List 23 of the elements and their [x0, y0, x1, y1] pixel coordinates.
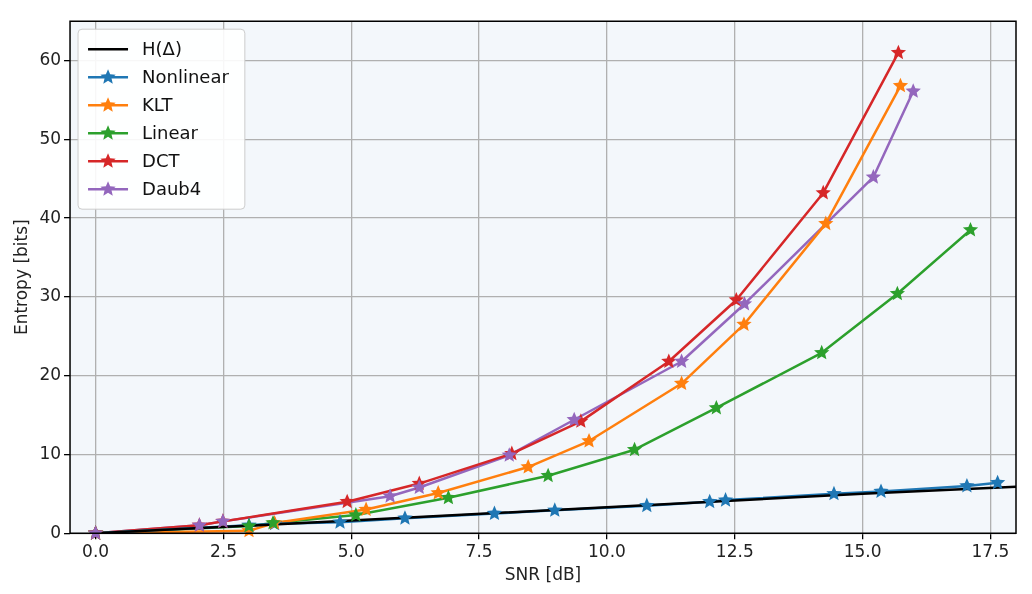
x-tick-label: 15.0	[843, 540, 882, 561]
legend-label: DCT	[142, 149, 181, 171]
x-tick-label: 10.0	[588, 540, 626, 561]
x-tick-label: 7.5	[465, 540, 493, 561]
legend-label: Nonlinear	[142, 65, 230, 87]
y-tick-label: 60	[39, 49, 62, 70]
y-axis-title: Entropy [bits]	[10, 219, 31, 336]
y-tick-label: 40	[39, 206, 62, 227]
x-tick-label: 17.5	[971, 540, 1010, 561]
x-tick-label: 2.5	[209, 540, 237, 561]
y-tick-label: 50	[39, 127, 62, 148]
y-tick-label: 30	[39, 285, 62, 306]
x-tick-label: 12.5	[715, 540, 754, 561]
legend-label: H(Δ)	[142, 37, 182, 59]
x-tick-label: 5.0	[337, 540, 365, 561]
x-axis-title: SNR [dB]	[504, 564, 582, 585]
x-tick-label: 0.0	[82, 540, 110, 561]
y-tick-label: 20	[39, 364, 62, 385]
legend-label: KLT	[142, 93, 174, 115]
legend-label: Daub4	[142, 177, 202, 199]
y-tick-label: 0	[50, 521, 62, 542]
y-tick-label: 10	[39, 442, 62, 463]
legend-label: Linear	[142, 121, 199, 143]
